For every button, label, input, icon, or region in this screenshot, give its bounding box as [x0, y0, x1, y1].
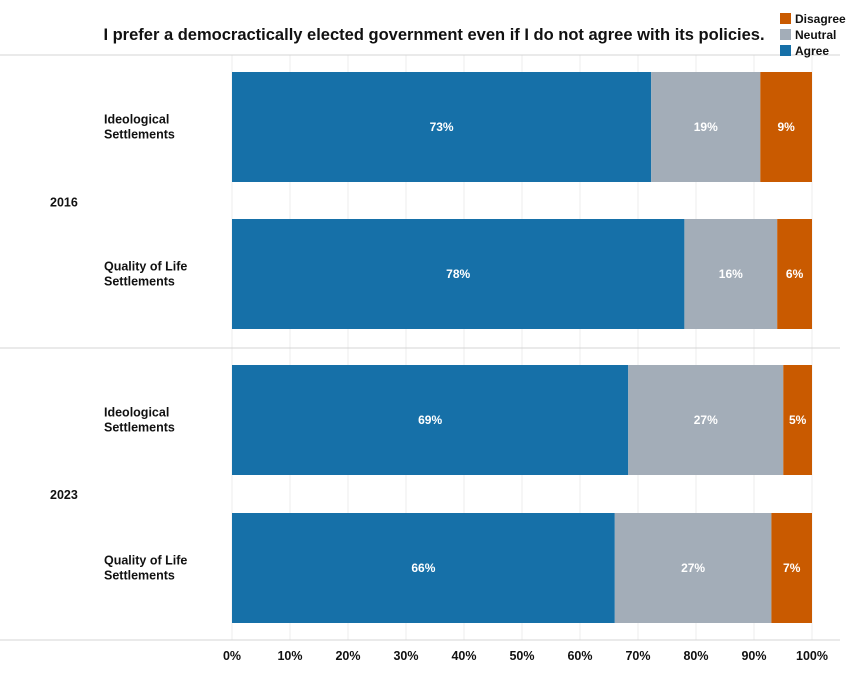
legend-label: Agree	[795, 44, 829, 58]
legend-label: Disagree	[795, 12, 846, 26]
bar-segment-neutral	[684, 219, 778, 329]
data-label: 9%	[777, 120, 795, 134]
bar-segment-disagree	[760, 72, 812, 182]
bar-segment-agree	[232, 513, 615, 623]
legend: Disagree Neutral Agree	[780, 12, 846, 58]
group-separators	[0, 54, 840, 641]
bar-segment-neutral	[614, 513, 772, 623]
x-tick-label: 100%	[796, 649, 828, 663]
chart-title: I prefer a democractically elected gover…	[103, 26, 764, 44]
x-tick-label: 20%	[335, 649, 360, 663]
category-label: Ideological	[104, 113, 169, 127]
category-label: Quality of Life	[104, 554, 187, 568]
bar-segment-agree	[232, 72, 652, 182]
bar-segment-neutral	[628, 365, 784, 475]
x-tick-label: 50%	[509, 649, 534, 663]
data-label: 16%	[719, 267, 743, 281]
data-label: 73%	[430, 120, 454, 134]
category-label: Quality of Life	[104, 260, 187, 274]
bar-segment-agree	[232, 365, 629, 475]
category-label: Settlements	[104, 569, 175, 583]
x-tick-label: 90%	[741, 649, 766, 663]
category-label: Settlements	[104, 421, 175, 435]
data-label: 5%	[789, 413, 807, 427]
legend-label: Neutral	[795, 28, 836, 42]
x-tick-label: 70%	[625, 649, 650, 663]
legend-swatch	[780, 45, 791, 56]
x-tick-label: 60%	[567, 649, 592, 663]
bar-segment-disagree	[771, 513, 812, 623]
category-label: Settlements	[104, 275, 175, 289]
bars	[232, 72, 812, 623]
data-label: 6%	[786, 267, 804, 281]
group-label: 2023	[50, 488, 78, 502]
category-label: Settlements	[104, 128, 175, 142]
group-label: 2016	[50, 196, 78, 210]
bar-segment-agree	[232, 219, 685, 329]
x-tick-label: 10%	[277, 649, 302, 663]
labels: 0% 10% 20% 30% 40% 50% 60% 70% 80% 90% 100% 2016 Ide…	[50, 113, 828, 664]
data-label: 7%	[783, 561, 801, 575]
x-tick-label: 0%	[223, 649, 241, 663]
data-label: 27%	[694, 413, 718, 427]
bar-segment-neutral	[651, 72, 761, 182]
x-tick-label: 30%	[393, 649, 418, 663]
legend-swatch	[780, 29, 791, 40]
data-label: 78%	[446, 267, 470, 281]
x-tick-label: 40%	[451, 649, 476, 663]
data-label: 19%	[694, 120, 718, 134]
x-tick-label: 80%	[683, 649, 708, 663]
data-label: 69%	[418, 413, 442, 427]
data-label: 27%	[681, 561, 705, 575]
legend-swatch	[780, 13, 791, 24]
category-label: Ideological	[104, 406, 169, 420]
bar-segment-disagree	[783, 365, 812, 475]
data-label: 66%	[411, 561, 435, 575]
bar-segment-disagree	[777, 219, 812, 329]
